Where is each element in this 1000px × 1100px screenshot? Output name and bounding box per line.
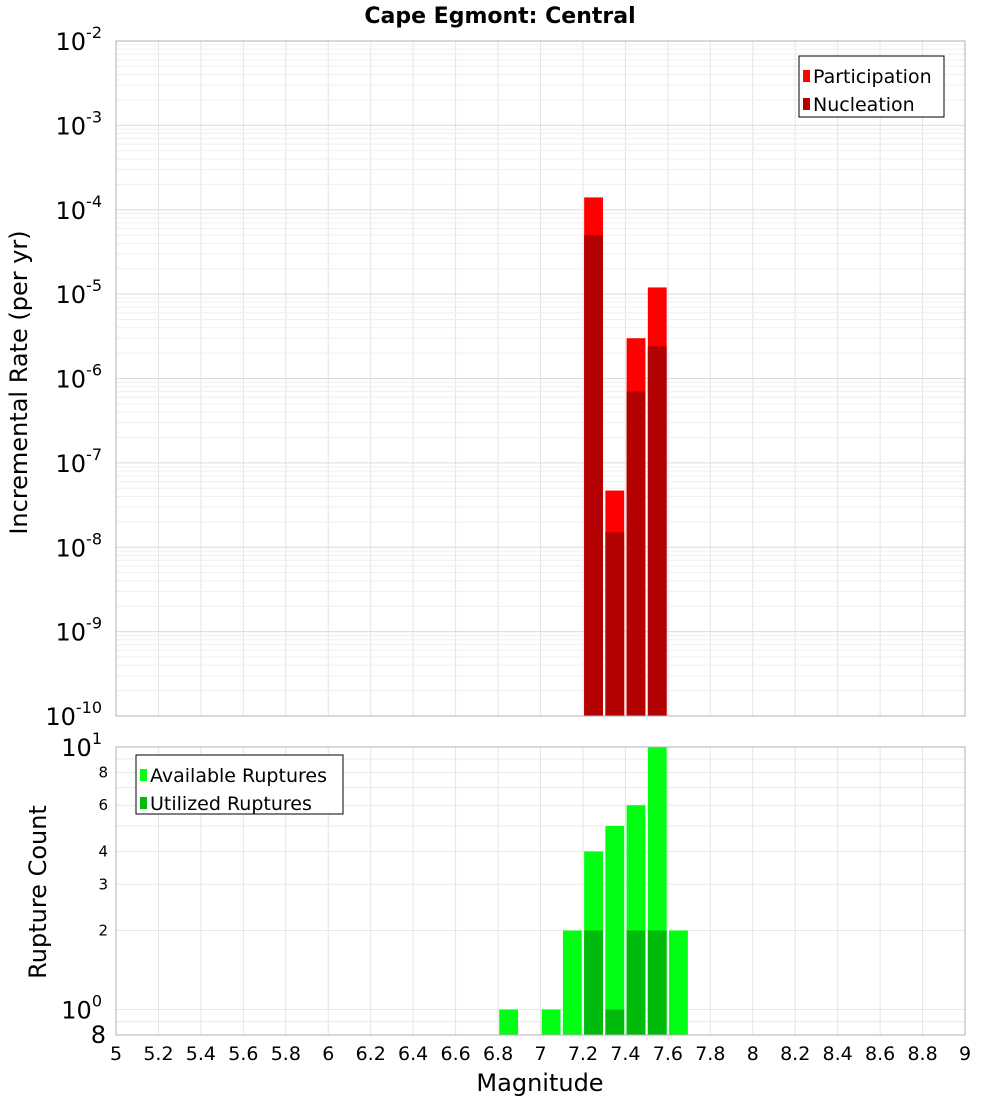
x-tick-label: 7 (534, 1043, 546, 1065)
x-tick-label: 8.6 (865, 1043, 895, 1065)
legend-swatch (140, 797, 147, 809)
legend-label: Available Ruptures (150, 765, 327, 787)
nucleation-bar (605, 532, 625, 716)
top-plot-frame (115, 40, 966, 717)
bottom-y-axis-label: Rupture Count (24, 805, 52, 979)
nucleation-bar (647, 346, 667, 716)
x-tick-label: 5.6 (228, 1043, 258, 1065)
y-tick-label: 10-10 (45, 698, 102, 731)
bottom-legend: Available Ruptures Utilized Ruptures (135, 754, 344, 815)
y-tick-label: 10-8 (56, 529, 103, 562)
y-tick-label: 10-5 (56, 276, 103, 309)
available-ruptures-bar (499, 1009, 519, 1035)
y-tick-label: 8 (91, 1021, 106, 1049)
x-axis-label: Magnitude (476, 1069, 603, 1097)
legend-swatch (140, 769, 147, 781)
top-y-axis-label: Incremental Rate (per yr) (5, 230, 33, 534)
y-minor-tick-label: 3 (98, 875, 108, 893)
utilized-ruptures-bar (626, 930, 646, 1035)
x-tick-label: 6 (322, 1043, 334, 1065)
utilized-ruptures-bar (647, 930, 667, 1035)
x-tick-label: 6.4 (398, 1043, 428, 1065)
available-ruptures-bar (605, 826, 625, 1035)
legend-label: Utilized Ruptures (150, 793, 312, 815)
available-ruptures-bar (562, 930, 582, 1035)
top-plot-bars (584, 197, 667, 717)
x-tick-label: 5.2 (143, 1043, 173, 1065)
x-tick-label: 7.8 (695, 1043, 725, 1065)
y-tick-label: 10-9 (56, 614, 103, 647)
x-tick-label: 8.4 (823, 1043, 853, 1065)
available-ruptures-bar (669, 930, 688, 1035)
y-tick-label: 101 (61, 729, 102, 762)
x-tick-label: 7.6 (653, 1043, 683, 1065)
x-tick-label: 6.2 (356, 1043, 386, 1065)
x-tick-label: 5.8 (271, 1043, 301, 1065)
y-tick-label: 10-7 (56, 445, 103, 478)
top-plot-grid (115, 41, 966, 717)
legend-label: Participation (813, 66, 932, 88)
x-tick-label: 6.6 (440, 1043, 470, 1065)
x-tick-label: 7.4 (610, 1043, 640, 1065)
utilized-ruptures-bar (605, 1009, 625, 1035)
y-minor-tick-label: 8 (98, 763, 108, 781)
x-tick-label: 5 (110, 1043, 122, 1065)
bottom-plot-frame (115, 746, 966, 1036)
x-tick-label: 7.2 (568, 1043, 598, 1065)
x-tick-label: 8 (747, 1043, 759, 1065)
utilized-ruptures-bar (584, 930, 603, 1035)
x-ticks: 5 5.2 5.4 5.6 5.8 6 6.2 6.4 6.6 6.8 7 7.2 7.4 7.6 7.8 8… (110, 1043, 971, 1065)
chart-title: Cape Egmont: Central (364, 4, 635, 29)
legend-swatch (803, 70, 810, 82)
y-minor-tick-label: 4 (98, 842, 108, 860)
legend-label: Nucleation (813, 94, 915, 116)
y-minor-tick-label: 2 (98, 922, 108, 940)
legend-box (798, 55, 945, 118)
x-tick-label: 5.4 (186, 1043, 216, 1065)
x-tick-label: 6.8 (483, 1043, 513, 1065)
y-tick-label: 10-6 (56, 361, 103, 394)
y-tick-label: 10-3 (56, 107, 103, 140)
y-minor-tick-label: 6 (98, 796, 108, 814)
y-tick-label: 10-4 (56, 192, 103, 225)
top-y-ticks: 10-2 10-3 10-4 10-5 10-6 10-7 10-8 10-9 10-10 (45, 23, 102, 731)
available-ruptures-bar (541, 1009, 561, 1035)
x-tick-label: 9 (959, 1043, 971, 1065)
top-legend: Participation Nucleation (798, 55, 945, 118)
bottom-plot-bars (499, 747, 688, 1035)
legend-box (135, 754, 344, 815)
y-tick-label: 10-2 (56, 23, 103, 56)
x-tick-label: 8.8 (907, 1043, 937, 1065)
nucleation-bar (626, 391, 646, 716)
nucleation-bar (584, 235, 603, 716)
x-tick-label: 8.2 (780, 1043, 810, 1065)
y-tick-label: 100 (61, 992, 102, 1025)
legend-swatch (803, 98, 810, 110)
